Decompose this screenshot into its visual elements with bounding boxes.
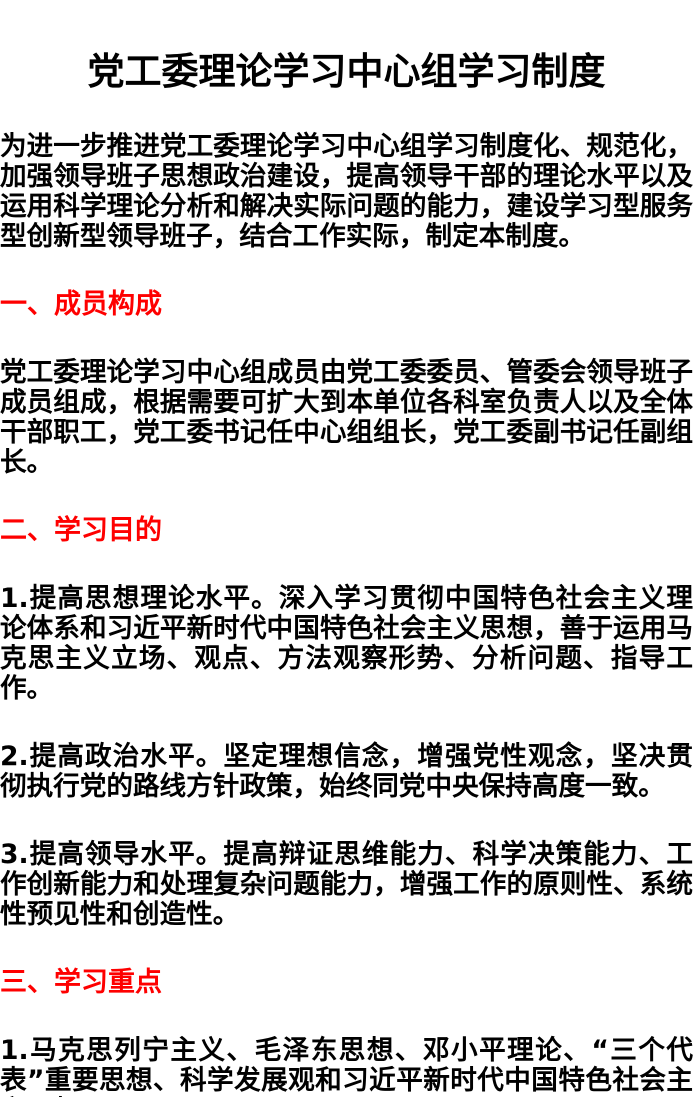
section-purpose-paragraph-2: 2.提高政治水平。坚定理想信念，增强党性观念，坚决贯彻执行党的路线方针政策，始终… (0, 741, 693, 802)
section-heading-key-points: 三、学习重点 (0, 967, 162, 998)
section-heading-purpose: 二、学习目的 (0, 515, 162, 546)
section-members-paragraph: 党工委理论学习中心组成员由党工委委员、管委会领导班子成员组成，根据需要可扩大到本… (0, 357, 693, 478)
document-title: 党工委理论学习中心组学习制度 (87, 50, 606, 93)
intro-paragraph: 为进一步推进党工委理论学习中心组学习制度化、规范化，加强领导班子思想政治建设，提… (0, 131, 693, 252)
section-purpose-paragraph-3: 3.提高领导水平。提高辩证思维能力、科学决策能力、工作创新能力和处理复杂问题能力… (0, 839, 693, 930)
section-purpose-paragraph-1: 1.提高思想理论水平。深入学习贯彻中国特色社会主义理论体系和习近平新时代中国特色… (0, 583, 693, 704)
section-key-points-paragraph: 1.马克思列宁主义、毛泽东思想、邓小平理论、“三个代表”重要思想、科学发展观和习… (0, 1035, 693, 1097)
section-heading-members: 一、成员构成 (0, 289, 162, 320)
